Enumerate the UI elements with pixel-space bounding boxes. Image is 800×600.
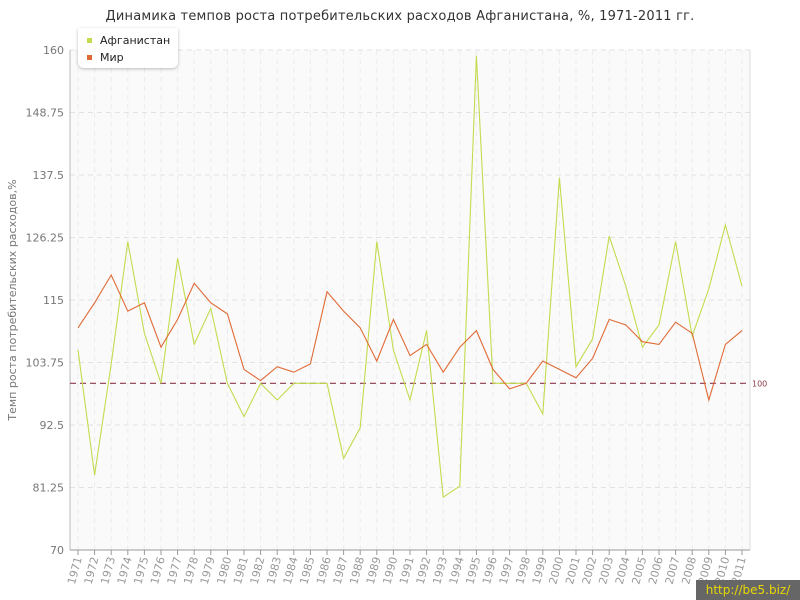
y-tick-label: 148.75 bbox=[26, 107, 65, 120]
watermark-link[interactable]: http://be5.biz/ bbox=[696, 580, 800, 600]
chart-title: Динамика темпов роста потребительских ра… bbox=[105, 9, 695, 24]
y-axis-label: Темп роста потребительских расходов,% bbox=[6, 179, 19, 421]
y-tick-label: 160 bbox=[43, 44, 64, 57]
y-tick-label: 137.5 bbox=[33, 169, 65, 182]
y-tick-label: 70 bbox=[50, 544, 64, 557]
reference-line-label: 100 bbox=[752, 379, 767, 388]
x-tick-labels: 1971197219731974197519761977197819791980… bbox=[65, 555, 749, 585]
y-tick-label: 115 bbox=[43, 294, 64, 307]
reference-line-group: 100 bbox=[70, 379, 767, 388]
y-tick-label: 92.5 bbox=[40, 419, 65, 432]
grid bbox=[70, 49, 750, 551]
axes bbox=[69, 50, 751, 555]
series-line-afghanistan[interactable] bbox=[77, 55, 743, 499]
legend-swatch-afghanistan bbox=[87, 37, 92, 43]
legend-swatch-world bbox=[87, 54, 92, 60]
y-tick-labels: 70 81.25 92.5 103.75 115 126.25 137.5 148.75 160 bbox=[26, 44, 65, 557]
legend-item-world[interactable]: Мир bbox=[87, 51, 124, 65]
legend-label-world: Мир bbox=[100, 51, 124, 64]
legend-label-afghanistan: Афганистан bbox=[100, 34, 171, 47]
y-tick-label: 81.25 bbox=[33, 482, 65, 495]
y-tick-label: 103.75 bbox=[26, 357, 65, 370]
legend-item-afghanistan[interactable]: Афганистан bbox=[87, 34, 170, 48]
y-tick-label: 126.25 bbox=[26, 232, 65, 245]
series-line-world[interactable] bbox=[77, 273, 743, 403]
series-lines bbox=[77, 55, 743, 499]
legend[interactable]: Афганистан Мир bbox=[78, 28, 178, 68]
